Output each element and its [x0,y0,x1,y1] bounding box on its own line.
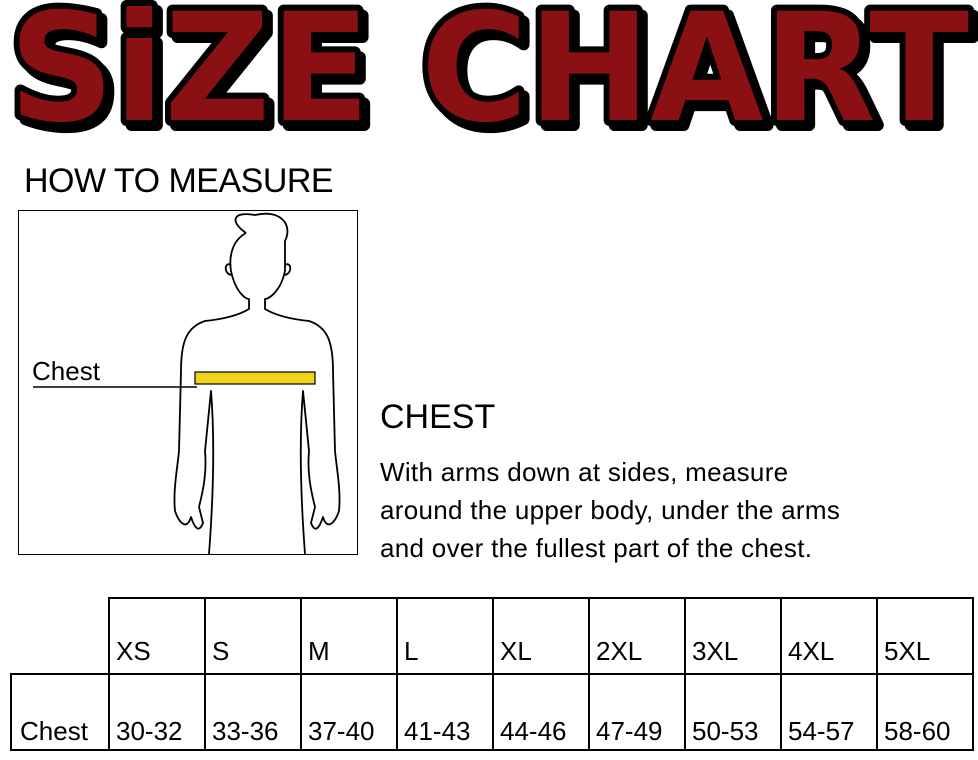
size-header: L [396,597,494,675]
table-cell: 30-32 [108,673,206,751]
instruction-line: around the upper body, under the arms [380,495,841,525]
figure-chest-label: Chest [32,356,100,386]
how-to-measure-heading: HOW TO MEASURE [24,162,334,200]
instructions-text: With arms down at sides, measure around … [380,453,976,567]
size-header: 3XL [684,597,782,675]
size-header: 4XL [780,597,878,675]
size-table: XS S M L XL 2XL 3XL 4XL 5XL Chest 30-32 … [10,597,974,751]
table-cell: 50-53 [684,673,782,751]
size-chart-title: SiZE CHART [0,0,978,162]
male-body-outline-icon [33,212,341,555]
measure-figure [18,210,358,555]
size-header: XS [108,597,206,675]
table-cell: 37-40 [300,673,398,751]
empty-corner [11,598,109,674]
table-row: Chest 30-32 33-36 37-40 41-43 44-46 47-4… [10,673,974,751]
title-text: SiZE CHART [9,0,969,156]
size-header: 5XL [876,597,974,675]
table-cell: 54-57 [780,673,878,751]
size-header: 2XL [588,597,686,675]
table-cell: 47-49 [588,673,686,751]
table-cell: 58-60 [876,673,974,751]
size-header: XL [492,597,590,675]
instructions-heading: CHEST [380,398,496,436]
row-label: Chest [10,673,110,751]
measuring-tape-icon [194,371,316,385]
size-header-row: XS S M L XL 2XL 3XL 4XL 5XL [11,597,974,675]
table-cell: 41-43 [396,673,494,751]
instruction-line: and over the fullest part of the chest. [380,533,813,563]
size-header: S [204,597,302,675]
instruction-line: With arms down at sides, measure [380,457,789,487]
table-cell: 33-36 [204,673,302,751]
table-cell: 44-46 [492,673,590,751]
size-header: M [300,597,398,675]
